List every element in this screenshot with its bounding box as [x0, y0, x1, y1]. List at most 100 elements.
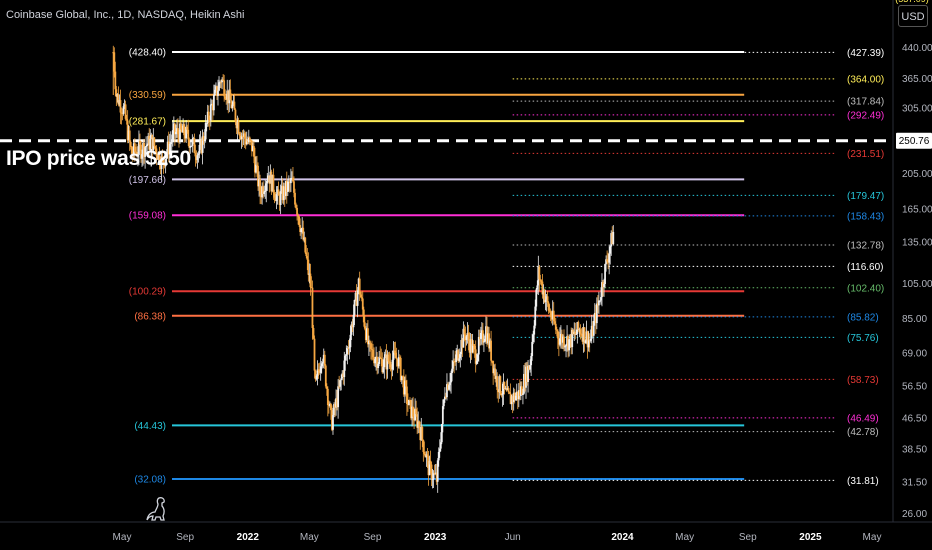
- candle-body: [576, 322, 579, 334]
- candle-body: [304, 237, 307, 253]
- candle-body: [243, 133, 246, 139]
- candle-body: [138, 140, 140, 155]
- candle-body: [126, 120, 129, 141]
- candle-body: [564, 346, 566, 348]
- candle-body: [220, 82, 222, 84]
- candle-body: [390, 367, 393, 370]
- candle-body: [237, 121, 240, 134]
- dotted-level-label: (42.78): [847, 427, 879, 438]
- candle-body: [123, 104, 126, 107]
- candle-body: [306, 256, 309, 260]
- candle-body: [378, 356, 381, 364]
- candle-body: [172, 123, 175, 131]
- candle-body: [469, 339, 472, 353]
- candle-body: [524, 374, 526, 388]
- candle-body: [552, 310, 555, 322]
- candle-body: [293, 181, 295, 193]
- candle-body: [185, 126, 188, 139]
- candle-body: [331, 410, 333, 430]
- candle-body: [246, 141, 249, 143]
- candle-body: [476, 354, 479, 361]
- x-tick-label: May: [675, 532, 694, 543]
- candle-body: [354, 293, 357, 300]
- solid-level-label: (428.40): [129, 48, 166, 59]
- candle-body: [282, 186, 285, 201]
- candle-body: [526, 366, 528, 382]
- candle-body: [453, 361, 456, 363]
- candle-body: [171, 130, 174, 141]
- dotted-level-label: (179.47): [847, 191, 884, 202]
- candle-body: [135, 152, 138, 157]
- candle-body: [457, 350, 460, 361]
- candle-body: [356, 290, 359, 306]
- x-tick-label: May: [113, 532, 132, 543]
- ipo-annotation: IPO price was $250: [6, 147, 191, 170]
- candle-body: [133, 143, 136, 152]
- y-tick-label: 26.00: [902, 509, 927, 520]
- candle-body: [323, 354, 326, 366]
- candle-body: [404, 380, 407, 387]
- dotted-level-label: (317.84): [847, 97, 884, 108]
- candle-body: [169, 142, 172, 145]
- candle-body: [423, 452, 426, 454]
- y-tick-label: 31.50: [902, 478, 927, 489]
- candle-body: [346, 347, 349, 355]
- candle-body: [389, 361, 392, 368]
- candle-body: [212, 94, 215, 111]
- candle-body: [369, 341, 371, 344]
- solid-level-label: (32.08): [134, 475, 166, 486]
- solid-level-label: (44.43): [134, 421, 166, 432]
- candle-body: [607, 261, 610, 263]
- candle-body: [308, 273, 311, 275]
- candle-body: [266, 181, 269, 184]
- candle-body: [318, 370, 321, 373]
- candle-body: [544, 299, 547, 302]
- candle-body: [245, 141, 248, 145]
- candle-body: [573, 331, 576, 335]
- candle-body: [348, 347, 351, 349]
- candle-body: [432, 472, 435, 479]
- candle-body: [382, 367, 385, 373]
- candle-body: [480, 330, 483, 334]
- candle-body: [505, 388, 508, 391]
- candle-body: [343, 360, 346, 378]
- candle-body: [317, 369, 320, 371]
- candle-body: [244, 138, 247, 145]
- x-tick-label: May: [300, 532, 319, 543]
- candle-body: [582, 327, 585, 342]
- candle-body: [184, 135, 187, 139]
- candle-body: [223, 80, 226, 97]
- candle-body: [431, 478, 434, 480]
- candle-body: [117, 94, 120, 105]
- candle-body: [200, 139, 203, 153]
- candle-body: [534, 306, 537, 326]
- candle-body: [547, 302, 550, 311]
- candle-body: [452, 361, 455, 369]
- candle-body: [479, 333, 482, 339]
- candle-body: [419, 428, 422, 441]
- candle-body: [341, 373, 344, 379]
- y-tick-label: 305.00: [902, 103, 932, 114]
- candle-body: [462, 328, 465, 348]
- candle-body: [186, 126, 189, 130]
- candle-body: [507, 388, 510, 393]
- candle-body: [238, 133, 241, 136]
- dotted-level-label: (427.39): [847, 48, 884, 59]
- candle-body: [584, 340, 587, 344]
- candle-body: [130, 147, 133, 154]
- candle-body: [376, 356, 379, 368]
- dotted-level-label: (58.73): [847, 375, 879, 386]
- currency-button[interactable]: USD: [898, 5, 928, 27]
- candle-body: [163, 163, 166, 167]
- candle-body: [409, 399, 411, 401]
- candle-body: [295, 204, 297, 208]
- candle-body: [292, 178, 294, 182]
- candle-body: [207, 111, 210, 120]
- candle-body: [281, 185, 284, 201]
- candle-body: [303, 237, 306, 240]
- candle-body: [466, 332, 469, 337]
- candle-body: [551, 310, 554, 320]
- candle-body: [297, 214, 299, 217]
